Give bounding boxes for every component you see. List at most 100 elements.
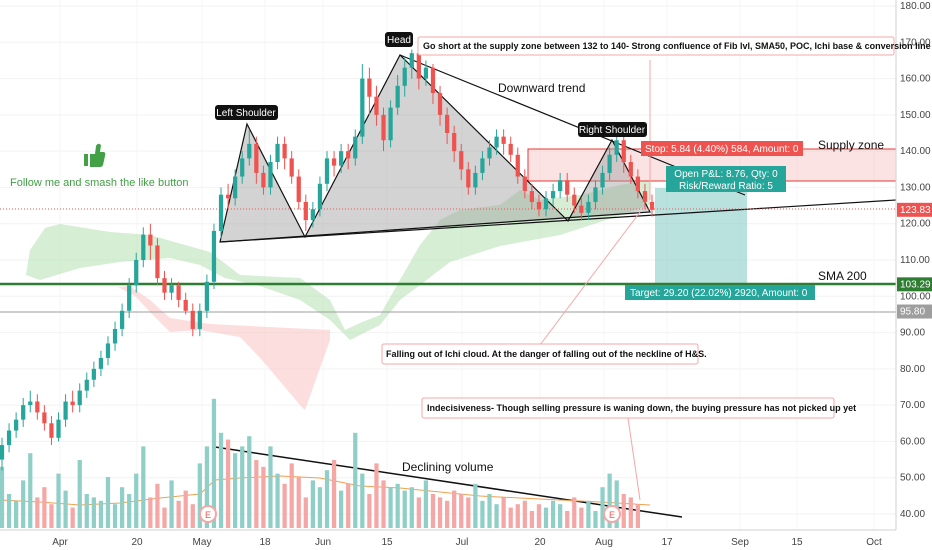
volume-bar — [409, 487, 414, 528]
candle-body — [98, 357, 104, 369]
volume-bar — [529, 511, 535, 528]
volume-bar — [565, 511, 570, 528]
x-tick-label: 18 — [259, 537, 271, 548]
price-tag-label: 95.80 — [900, 307, 925, 318]
candle-body — [614, 140, 619, 155]
candle-body — [14, 419, 19, 431]
note-top: Go short at the supply zone between 132 … — [417, 36, 931, 56]
candle-body — [127, 285, 132, 311]
volume-bar — [331, 460, 337, 528]
volume-bar — [558, 504, 563, 528]
earnings-marker-may: E — [199, 505, 217, 523]
ichimoku-cloud-red — [118, 286, 330, 410]
x-tick-label: May — [193, 537, 212, 548]
volume-bar — [607, 473, 612, 528]
volume-bar — [346, 483, 351, 528]
candle-body — [536, 201, 542, 210]
candle-body — [565, 180, 570, 195]
svg-text:E: E — [609, 510, 615, 520]
volume-bar — [49, 504, 54, 528]
thumbs-up-icon — [84, 143, 106, 167]
candle-body — [84, 379, 89, 391]
volume-bar — [381, 480, 386, 528]
candle-body — [211, 230, 217, 282]
volume-bar — [635, 504, 640, 528]
candle-body — [324, 158, 330, 184]
volume-bar — [395, 483, 400, 528]
candle-body — [56, 419, 61, 438]
volume-bar — [77, 460, 82, 528]
svg-text:Left Shoulder: Left Shoulder — [216, 108, 276, 119]
callout-line — [539, 211, 641, 346]
candle-body — [444, 114, 450, 133]
volume-bar — [261, 466, 266, 528]
candle-body — [388, 107, 393, 141]
y-tick-label: 110.00 — [900, 255, 930, 266]
volume-bar — [579, 507, 584, 528]
volume-bar — [28, 453, 33, 528]
candle-body — [558, 180, 563, 192]
candle-body — [416, 53, 421, 79]
volume-bar — [572, 497, 577, 528]
price-tag — [897, 304, 932, 319]
volume-bar — [621, 494, 626, 528]
volume-bar — [452, 490, 457, 528]
candle-body — [346, 151, 351, 159]
volume-bar — [628, 497, 633, 528]
x-tick-label: 15 — [381, 537, 393, 548]
sma200-label: SMA 200 — [818, 269, 867, 283]
volume-bar — [14, 500, 19, 528]
candle-body — [21, 405, 26, 420]
volume-bar — [416, 497, 421, 528]
volume-bar — [480, 500, 485, 528]
volume-bar — [289, 463, 294, 528]
candle-body — [628, 162, 633, 177]
volume-bar — [254, 460, 259, 528]
candle-body — [197, 310, 202, 329]
candle-body — [282, 143, 287, 159]
candle-body — [501, 136, 506, 144]
y-tick-label: 90.00 — [900, 328, 925, 339]
volume-bar — [112, 504, 118, 528]
stop-box: Stop: 5.84 (4.40%) 584, Amount: 0 — [641, 141, 803, 156]
volume-bar — [543, 507, 549, 528]
volume-bar — [42, 487, 47, 528]
volume-bar — [155, 483, 160, 528]
volume-bar — [360, 473, 365, 528]
price-tag — [897, 202, 932, 217]
volume-bar — [515, 504, 520, 528]
volume-bar — [303, 497, 308, 528]
candle-body — [169, 285, 174, 293]
candle-body — [600, 172, 605, 188]
candle-body — [374, 96, 379, 115]
candle-body — [317, 183, 323, 210]
note-indecisive: Indecisiveness- Though selling pressure … — [421, 397, 856, 419]
candle-body — [437, 93, 443, 115]
candle-body — [466, 169, 471, 188]
candle-body — [303, 201, 308, 221]
volume-bar — [204, 446, 210, 528]
pnl-box: Open P&L: 8.76, Qty: 0 Risk/Reward Ratio… — [666, 166, 786, 192]
volume-bar — [275, 473, 280, 528]
candle-body — [381, 114, 386, 141]
volume-bar — [614, 480, 619, 528]
neckline — [219, 199, 897, 243]
volume-bar — [183, 490, 188, 528]
note-ichi: Falling out of Ichi cloud. At the danger… — [381, 343, 707, 365]
candle-body — [339, 151, 344, 166]
volume-bar — [21, 480, 26, 528]
y-tick-label: 50.00 — [900, 473, 925, 484]
price-tag-label: 123.83 — [900, 205, 931, 216]
candle-body — [409, 53, 414, 68]
x-tick-label: Sep — [731, 537, 749, 548]
candle-body — [141, 234, 146, 260]
candle-body — [91, 368, 96, 380]
y-tick-label: 140.00 — [900, 146, 931, 157]
candle-body — [452, 133, 457, 152]
volume-bar — [282, 483, 287, 528]
volume-bar — [367, 494, 372, 528]
volume-bar — [98, 500, 104, 528]
volume-bar — [56, 473, 61, 528]
candle-body — [49, 423, 54, 438]
candle-body — [183, 299, 188, 311]
